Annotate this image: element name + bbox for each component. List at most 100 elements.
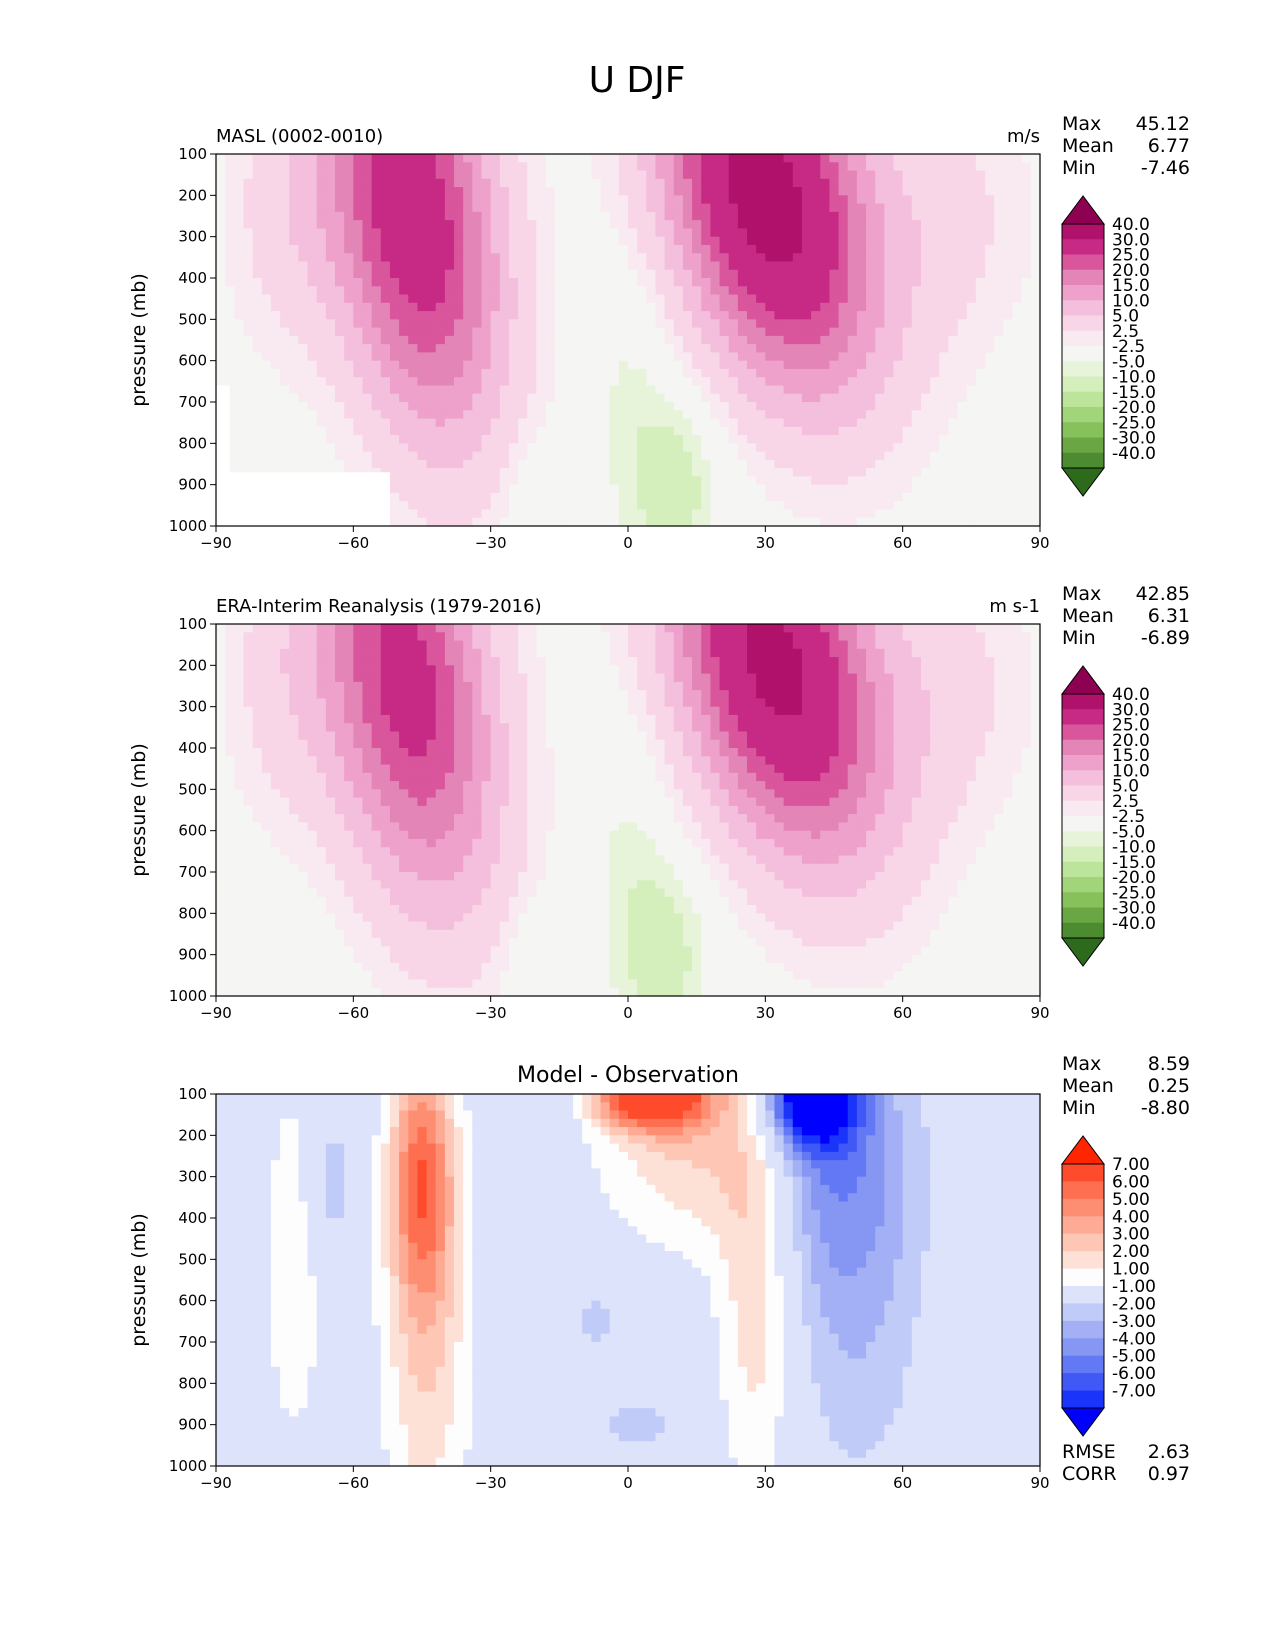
field-cell [563,236,574,246]
field-cell [380,781,391,790]
field-cell [600,492,611,502]
field-cell [508,211,519,221]
field-cell [719,377,730,387]
field-cell [728,162,739,172]
field-cell [454,278,464,287]
field-cell [847,377,858,387]
field-cell [280,261,290,271]
field-cell [866,170,876,180]
field-cell [435,385,446,395]
field-cell [655,236,666,246]
field-cell [408,178,419,188]
field-cell [737,170,748,180]
field-cell [481,154,492,163]
field-cell [389,648,400,658]
field-cell [948,501,959,511]
field-cell [481,187,492,196]
field-cell [985,311,995,320]
field-cell [243,162,254,172]
field-cell [298,772,309,782]
field-cell [838,261,849,271]
field-cell [362,220,373,229]
field-cell [216,236,226,246]
field-cell [820,377,831,387]
field-cell [270,657,281,666]
field-cell [545,509,556,519]
field-cell [692,377,702,387]
field-cell [536,459,547,469]
field-cell [1021,335,1032,345]
field-cell [289,665,299,675]
field-cell [701,261,711,271]
field-cell [563,410,574,420]
field-cell [444,368,455,378]
field-cell [371,888,382,898]
field-cell [655,311,666,320]
field-cell [600,311,611,320]
field-cell [344,739,354,749]
field-cell [353,278,364,287]
field-cell [1003,468,1014,477]
field-cell [893,178,904,188]
field-cell [389,294,400,304]
field-cell [225,888,235,898]
field-cell [600,402,611,411]
field-cell [866,492,876,502]
field-cell [829,236,840,246]
field-cell [518,484,528,494]
field-cell [856,501,867,511]
field-cell [344,402,354,411]
field-cell [692,393,702,403]
field-cell [380,789,391,799]
field-cell [325,880,336,890]
field-cell [682,154,693,163]
field-cell [371,772,382,782]
field-cell [289,220,299,229]
field-cell [664,261,675,271]
field-cell [463,178,473,188]
field-cell [655,451,666,461]
field-cell [389,162,400,172]
field-cell [573,368,583,378]
field-cell [490,269,501,279]
field-cell [243,979,254,989]
field-cell [582,443,592,453]
field-cell [225,640,235,650]
field-cell [893,261,904,271]
field-cell [573,435,583,444]
field-cell [1012,236,1023,246]
field-cell [225,418,235,428]
field-cell [600,385,611,395]
field-cell [710,492,721,502]
field-cell [948,335,959,345]
field-cell [985,352,995,362]
field-cell [618,178,629,188]
field-cell [344,393,354,403]
field-cell [554,311,565,320]
field-cell [563,509,574,519]
field-cell [426,451,437,461]
field-cell [884,360,895,370]
field-cell [792,360,803,370]
field-cell [444,451,455,461]
field-cell [765,261,776,271]
field-cell [316,805,327,815]
field-cell [426,286,437,296]
field-cell [243,706,254,716]
field-cell [628,435,638,444]
field-cell [957,509,968,519]
field-cell [270,847,281,857]
field-cell [216,154,226,163]
field-cell [280,756,290,766]
field-cell [1030,220,1041,229]
field-cell [939,195,950,205]
field-cell [270,764,281,774]
field-cell [280,929,290,939]
field-cell [243,797,254,807]
field-cell [618,377,629,387]
field-cell [994,335,1004,345]
field-cell [371,748,382,757]
field-cell [692,302,702,312]
field-cell [829,244,840,254]
field-cell [289,690,299,699]
